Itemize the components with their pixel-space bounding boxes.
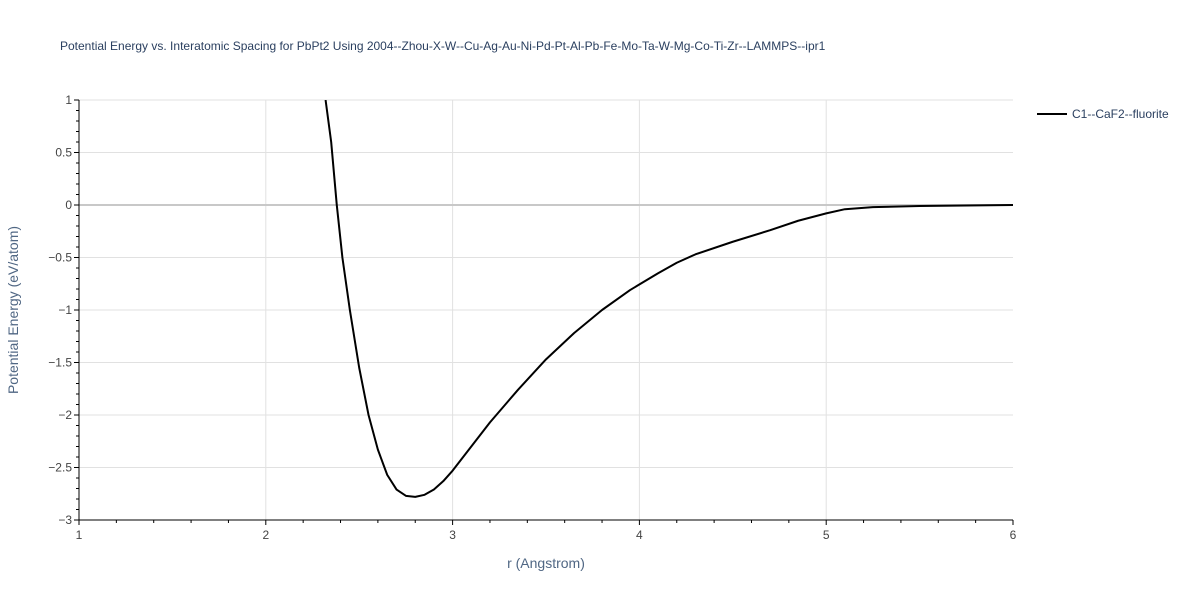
- x-tick-label: 3: [449, 528, 456, 542]
- x-tick-label: 5: [823, 528, 830, 542]
- x-tick-label: 1: [76, 528, 83, 542]
- y-tick-label: 1: [65, 93, 72, 107]
- y-tick-label: −1: [58, 303, 72, 317]
- legend[interactable]: C1--CaF2--fluorite: [1037, 107, 1169, 121]
- x-tick-label: 6: [1010, 528, 1017, 542]
- axes: 1 2 3 4 5 6 −3 −2.5 −2 −1.5 −1 −0.5 0 0.5 1: [48, 93, 1016, 542]
- y-axis-title: Potential Energy (eV/atom): [5, 226, 21, 394]
- x-axis-title: r (Angstrom): [507, 555, 585, 571]
- y-tick-label: −2.5: [48, 461, 72, 475]
- y-tick-label: −0.5: [48, 251, 72, 265]
- legend-label: C1--CaF2--fluorite: [1072, 107, 1169, 121]
- series-line-0: [324, 100, 1013, 498]
- y-tick-label: −1.5: [48, 356, 72, 370]
- x-tick-label: 4: [636, 528, 643, 542]
- grid: [79, 99, 1013, 520]
- plot-area: [324, 100, 1013, 498]
- chart-title: Potential Energy vs. Interatomic Spacing…: [60, 39, 826, 53]
- y-tick-label: −2: [58, 408, 72, 422]
- x-tick-label: 2: [262, 528, 269, 542]
- y-tick-label: −3: [58, 513, 72, 527]
- y-tick-label: 0.5: [55, 146, 72, 160]
- y-tick-label: 0: [65, 198, 72, 212]
